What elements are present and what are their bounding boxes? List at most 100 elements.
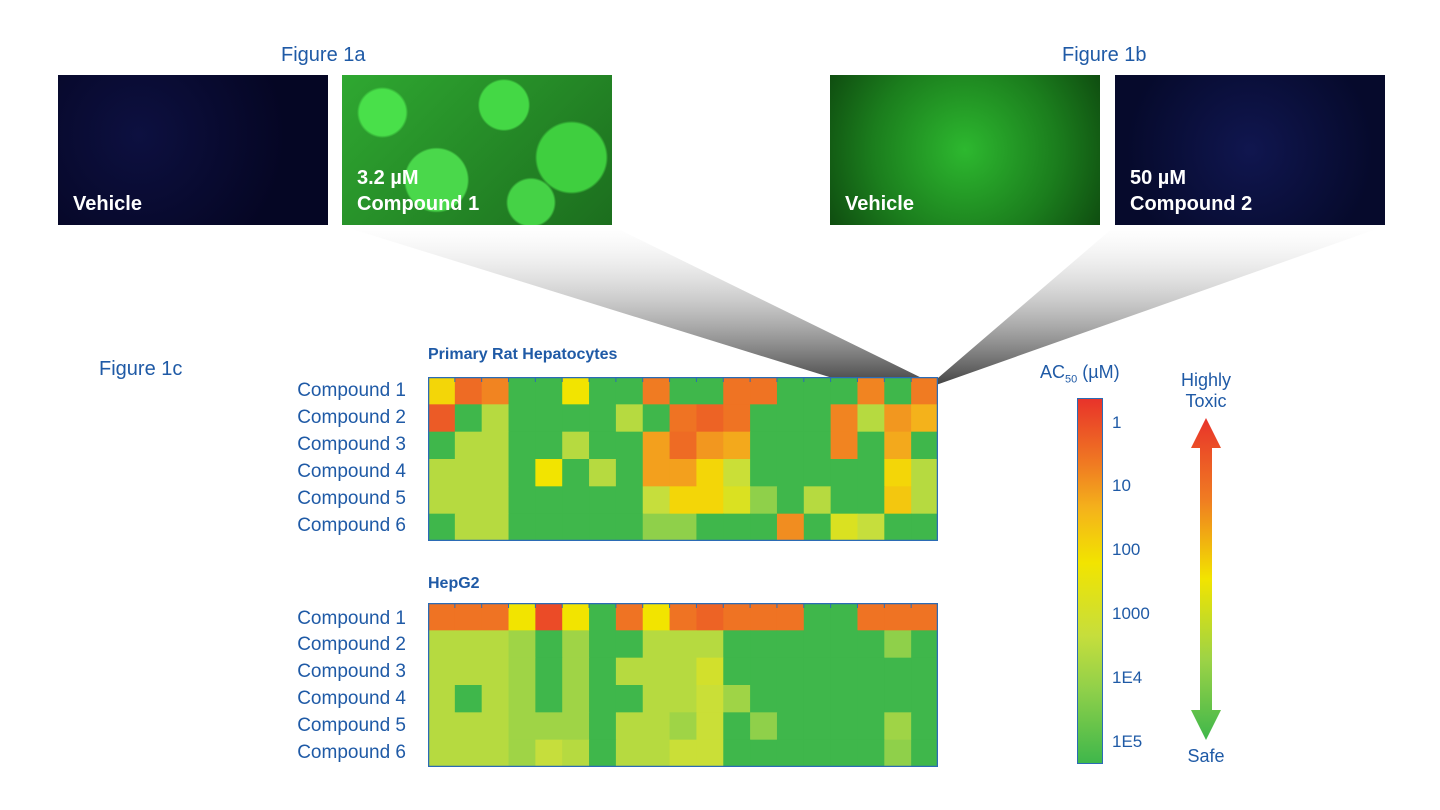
heatmap-cell [884,486,912,515]
figure-1b-title: Figure 1b [1062,44,1147,66]
heatmap-cell [830,377,858,405]
heatmap-cell [669,739,697,767]
colorbar-title: AC50 (µM) [1040,362,1120,386]
heatmap-cell [642,657,671,686]
heatmap-cell [911,377,938,405]
heatmap-cell [803,603,832,631]
heatmap-cell [884,431,912,460]
heatmap-cell [857,459,885,487]
panel-vehicle-1a: Vehicle [58,75,328,225]
heatmap-cell [911,459,938,487]
heatmap-cell [428,377,456,405]
heatmap-cell [589,459,617,487]
heatmap-cell [535,603,563,631]
heatmap-cell [428,431,456,460]
heatmap-cell [750,630,778,659]
row-label: Compound 2 [297,407,406,428]
heatmap-cell [454,630,483,659]
row-label: Compound 5 [297,715,406,736]
heatmap-cell [535,431,563,460]
heatmap-cell [535,712,563,741]
heatmap-cell [454,459,483,487]
heatmap-cell [428,739,456,767]
heatmap-cell [669,459,697,487]
heatmap-cell [911,431,938,460]
heatmap-cell [884,377,912,405]
heatmap-cell [508,657,536,686]
heatmap-cell [857,630,885,659]
heatmap-cell [562,404,590,433]
heatmap-cell [481,459,510,487]
heatmap-cell [589,513,617,541]
heatmap-cell [857,685,885,713]
figure-1a-title: Figure 1a [281,44,366,66]
heatmap-cell [723,404,751,433]
heatmap-cell [723,657,751,686]
row-label: Compound 1 [297,380,406,401]
heatmap-cell [508,459,536,487]
heatmap-cell [857,377,885,405]
heatmap-cell [750,513,778,541]
heatmap-title-prh: Primary Rat Hepatocytes [428,346,618,363]
heatmap-cell [615,630,644,659]
heatmap-cell [508,685,536,713]
heatmap-cell [642,431,671,460]
heatmap-cell [615,685,644,713]
heatmap-cell [481,630,510,659]
heatmap-cell [508,739,536,767]
heatmap-cell [454,657,483,686]
heatmap-cell [428,486,456,515]
heatmap-cell [535,513,563,541]
heatmap-cell [589,739,617,767]
heatmap-cell [428,712,456,741]
heatmap-cell [830,431,858,460]
heatmap-cell [454,685,483,713]
heatmap-cell [803,657,832,686]
heatmap-cell [454,431,483,460]
heatmap-cell [508,630,536,659]
heatmap-cell [696,712,724,741]
heatmap-cell [481,377,510,405]
heatmap-cell [481,712,510,741]
heatmap-cell [669,657,697,686]
heatmap-cell [669,377,697,405]
heatmap-cell [642,630,671,659]
heatmap-cell [481,404,510,433]
heatmap-cell [615,657,644,686]
heatmap-cell [696,486,724,515]
heatmap-cell [696,603,724,631]
colorbar-title-unit: (µM) [1077,362,1120,382]
heatmap-cell [776,404,805,433]
heatmap-cell [776,685,805,713]
heatmap-cell [723,739,751,767]
heatmap-cell [696,377,724,405]
heatmap-cell [589,404,617,433]
heatmap-cell [911,657,938,686]
heatmap-cell [481,431,510,460]
heatmap-cell [642,513,671,541]
heatmap-cell [454,513,483,541]
heatmap-cell [723,513,751,541]
heatmap-cell [535,459,563,487]
colorbar-title-sub: 50 [1065,373,1078,386]
heatmap-cell [884,685,912,713]
colorbar-tick: 10 [1112,476,1131,495]
heatmap-cell [776,377,805,405]
heatmap-cell [508,377,536,405]
heatmap-cell [696,657,724,686]
heatmap-cell [803,513,832,541]
heatmap-cell [884,513,912,541]
heatmap-cell [776,513,805,541]
heatmap-cell [884,459,912,487]
heatmap-cell [884,712,912,741]
heatmap-cell [696,431,724,460]
heatmap-cell [776,603,805,631]
heatmap-cell [723,431,751,460]
heatmap-cell [669,712,697,741]
heatmap-cell [481,603,510,631]
arrow-top-label: Highly Toxic [1180,370,1232,411]
heatmap-cell [750,377,778,405]
heatmap-cell [776,712,805,741]
heatmap-cell [428,513,456,541]
heatmap-cell [508,404,536,433]
